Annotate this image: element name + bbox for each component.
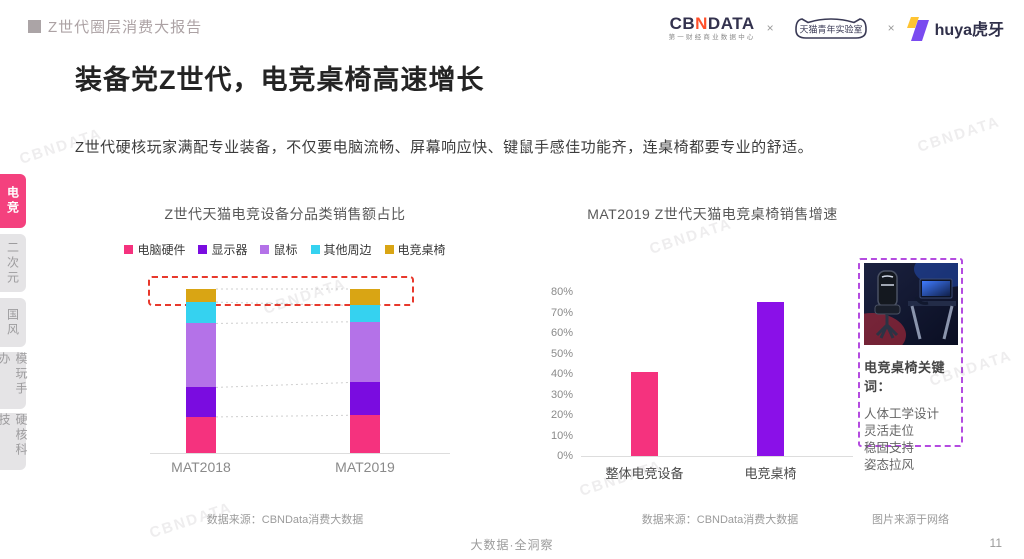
segment-其他周边 [350,305,380,322]
sidebar-tab-4[interactable]: 模玩手办 [0,352,28,409]
right-chart-source: 数据来源：CBNData消费大数据 [641,514,799,526]
y-axis-tick: 0% [557,450,573,462]
right-chart-x-axis [581,456,853,457]
x-category-label: 电竞桌椅 [744,466,797,481]
legend-item: 其他周边 [310,241,372,258]
bar-电竞桌椅 [757,302,784,456]
page-title: 装备党Z世代，电竞桌椅高速增长 [75,65,485,95]
left-chart-legend: 电脑硬件 显示器 鼠标 其他周边 电竞桌椅 [96,241,474,258]
page-description: Z世代硬核玩家满配专业装备，不仅要电脑流畅、屏幕响应快、键鼠手感佳功能齐，连桌椅… [75,139,814,156]
segment-显示器 [350,382,380,416]
legend-swatch [198,245,208,254]
footer-slogan: 大数据·全洞察 [470,538,554,552]
right-chart-title: MAT2019 Z世代天猫电竞桌椅销售增速 [587,206,838,222]
page-number: 11 [989,536,1002,550]
y-axis-tick: 30% [550,388,573,401]
huya-icon [906,17,929,41]
stacked-bar-MAT2018 [186,289,216,453]
y-axis-tick: 10% [550,429,573,442]
legend-swatch [384,245,394,254]
left-chart-title: Z世代天猫电竞设备分品类销售额占比 [164,206,406,222]
x-category-label: 整体电竞设备 [605,466,684,481]
segment-电竞桌椅 [350,289,380,306]
gaming-setup-photo [838,251,982,357]
header-logos: CBNDATA 第一财经商业数据中心 × 天猫青年实验室 × huya虎牙 [669,13,1004,43]
segment-显示器 [186,387,216,417]
highlight-dashed-box [148,276,414,306]
legend-item: 电竞桌椅 [384,241,446,258]
y-axis-tick: 40% [550,368,573,380]
svg-text:天猫青年实验室: 天猫青年实验室 [799,24,862,35]
keywords-list: 人体工学设计 灵活走位稳固支持姿态拉风 [864,406,957,474]
left-chart-x-axis [150,453,450,454]
legend-label: 显示器 [211,243,248,257]
keywords-panel: 电竞桌椅关键词： 人体工学设计 灵活走位稳固支持姿态拉风 [838,251,982,472]
report-tag: Z世代圈层消费大报告 [28,16,202,37]
segment-电脑硬件 [186,416,216,453]
y-axis-tick: 50% [550,347,573,360]
cbndata-wordmark: CBNDATA [669,13,755,33]
logo-separator-x: × [766,21,774,35]
right-bar-chart: 0% 10% 20% 30% 40% 50% 60% 70% 80% 整体电竞设备 电竞桌椅 [545,285,875,485]
x-category-label: MAT2018 [171,459,231,475]
legend-swatch [124,245,134,254]
segment-电竞桌椅 [186,289,216,303]
y-axis-tick: 70% [550,306,573,319]
huya-logo: huya虎牙 [906,15,1004,41]
y-axis-tick: 80% [550,286,573,298]
y-axis-tick: 60% [550,327,573,339]
legend-item: 鼠标 [260,241,298,258]
legend-item: 电脑硬件 [124,241,185,258]
legend-label: 其他周边 [323,243,372,257]
legend-label: 鼠标 [273,243,298,257]
sidebar-tab-3[interactable]: 国风 [0,298,26,347]
legend-item: 显示器 [198,241,247,258]
huya-wordmark: huya虎牙 [934,22,1004,39]
sidebar-tab-5[interactable]: 硬核科技 [0,413,28,470]
watermark: CBNDATA [915,113,1003,156]
legend-label: 电竞桌椅 [397,243,446,257]
tag-square-bullet [28,20,41,33]
segment-电脑硬件 [350,415,380,453]
keyword-item: 灵活走位 [864,424,915,438]
sidebar-tab-2[interactable]: 二次元 [0,234,26,292]
segment-鼠标 [186,323,216,388]
keyword-item: 人体工学设计 [864,407,940,421]
bar-整体电竞设备 [631,371,658,456]
x-category-label: MAT2019 [335,459,395,475]
report-tag-label: Z世代圈层消费大报告 [48,19,203,36]
logo-separator-x: × [887,21,895,35]
tmall-youth-lab-logo: 天猫青年实验室 [794,18,867,39]
left-stacked-bar-chart: MAT2018 MAT2019 [100,270,470,475]
left-chart-source: 数据来源：CBNData消费大数据 [206,514,364,526]
keywords-title: 电竞桌椅关键词： [864,360,946,394]
cbndata-logo: CBNDATA 第一财经商业数据中心 [669,15,756,42]
photo-caption: 图片来源于网络 [872,514,949,526]
segment-鼠标 [350,321,380,383]
legend-label: 电脑硬件 [137,243,186,257]
legend-swatch [260,245,270,254]
y-axis-tick: 20% [550,409,573,421]
keyword-item: 姿态拉风 [864,458,915,472]
cbndata-subtitle: 第一财经商业数据中心 [668,33,756,41]
legend-swatch [310,245,320,254]
sidebar-tab-1[interactable]: 电竞 [0,174,26,228]
segment-其他周边 [186,302,216,324]
keyword-item: 稳固支持 [864,441,915,455]
stacked-bar-MAT2019 [350,289,380,453]
